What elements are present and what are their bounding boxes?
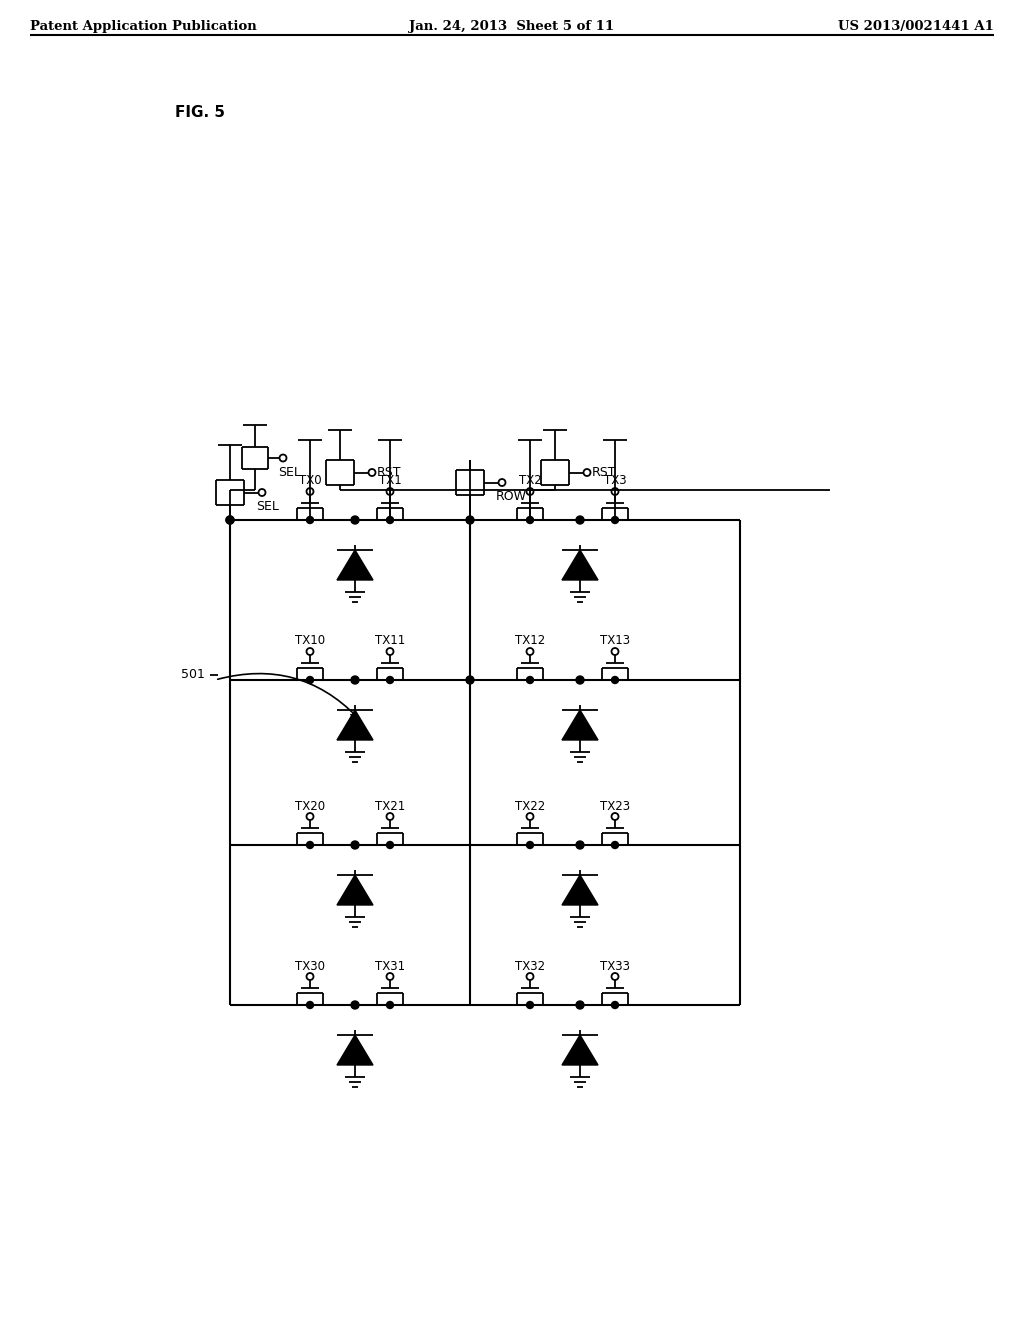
Circle shape — [575, 841, 584, 849]
Polygon shape — [562, 1035, 598, 1065]
Text: TX32: TX32 — [515, 960, 545, 973]
Circle shape — [611, 676, 618, 684]
Circle shape — [575, 676, 584, 684]
Circle shape — [386, 842, 393, 849]
Circle shape — [226, 516, 234, 524]
Circle shape — [306, 1002, 313, 1008]
Text: TX1: TX1 — [379, 474, 401, 487]
Text: TX2: TX2 — [518, 474, 542, 487]
Polygon shape — [337, 875, 373, 906]
Circle shape — [351, 516, 359, 524]
Text: Jan. 24, 2013  Sheet 5 of 11: Jan. 24, 2013 Sheet 5 of 11 — [410, 20, 614, 33]
Circle shape — [466, 676, 474, 684]
Circle shape — [526, 1002, 534, 1008]
Text: TX30: TX30 — [295, 960, 325, 973]
Polygon shape — [562, 550, 598, 579]
Text: RST: RST — [377, 466, 401, 479]
Polygon shape — [337, 550, 373, 579]
Text: TX10: TX10 — [295, 635, 325, 648]
Circle shape — [386, 676, 393, 684]
Circle shape — [526, 516, 534, 524]
Circle shape — [351, 841, 359, 849]
Polygon shape — [337, 1035, 373, 1065]
Text: TX31: TX31 — [375, 960, 406, 973]
Circle shape — [306, 676, 313, 684]
Text: TX13: TX13 — [600, 635, 630, 648]
Circle shape — [226, 516, 234, 524]
Text: SEL: SEL — [256, 500, 279, 513]
Text: US 2013/0021441 A1: US 2013/0021441 A1 — [838, 20, 994, 33]
Text: 501: 501 — [181, 668, 205, 681]
Circle shape — [526, 842, 534, 849]
Circle shape — [611, 1002, 618, 1008]
Text: TX0: TX0 — [299, 474, 322, 487]
Text: TX11: TX11 — [375, 635, 406, 648]
Circle shape — [575, 516, 584, 524]
Text: TX20: TX20 — [295, 800, 325, 813]
Circle shape — [526, 676, 534, 684]
Text: TX21: TX21 — [375, 800, 406, 813]
Text: RST: RST — [592, 466, 616, 479]
Polygon shape — [337, 710, 373, 741]
Text: ROW: ROW — [496, 491, 527, 503]
Text: TX3: TX3 — [604, 474, 627, 487]
Circle shape — [351, 676, 359, 684]
Text: Patent Application Publication: Patent Application Publication — [30, 20, 257, 33]
Circle shape — [575, 1001, 584, 1008]
Circle shape — [351, 1001, 359, 1008]
Circle shape — [611, 516, 618, 524]
Text: TX22: TX22 — [515, 800, 545, 813]
Circle shape — [306, 516, 313, 524]
Circle shape — [466, 516, 474, 524]
Circle shape — [611, 842, 618, 849]
Circle shape — [386, 516, 393, 524]
Text: TX12: TX12 — [515, 635, 545, 648]
Text: TX23: TX23 — [600, 800, 630, 813]
Text: FIG. 5: FIG. 5 — [175, 106, 225, 120]
Polygon shape — [562, 710, 598, 741]
Circle shape — [306, 842, 313, 849]
Polygon shape — [562, 875, 598, 906]
Text: SEL: SEL — [278, 466, 301, 479]
Circle shape — [386, 1002, 393, 1008]
Text: TX33: TX33 — [600, 960, 630, 973]
